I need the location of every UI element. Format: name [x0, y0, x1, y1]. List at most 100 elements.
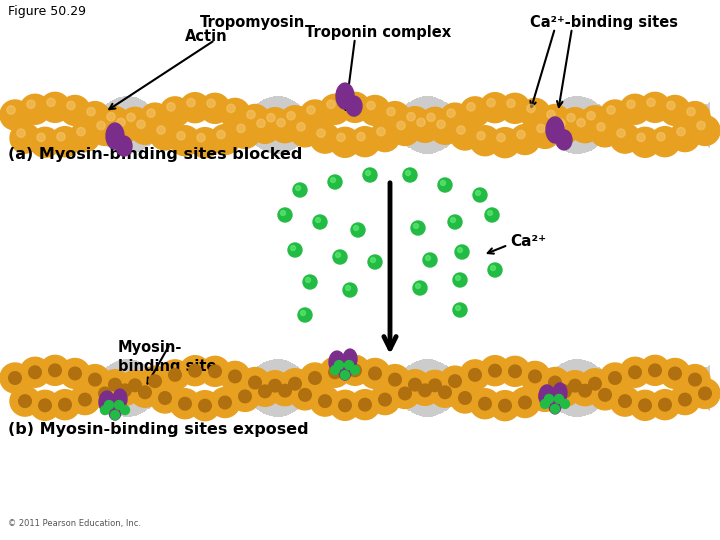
- Bar: [565, 362, 566, 376]
- Bar: [672, 396, 673, 410]
- Bar: [28, 369, 29, 383]
- Circle shape: [426, 255, 431, 260]
- Bar: [237, 383, 238, 397]
- Bar: [579, 96, 580, 110]
- Bar: [230, 109, 231, 123]
- Bar: [637, 399, 638, 413]
- Bar: [71, 396, 72, 410]
- Bar: [141, 363, 143, 377]
- Circle shape: [475, 191, 480, 195]
- Bar: [678, 392, 679, 406]
- Bar: [138, 98, 139, 112]
- Bar: [122, 360, 123, 374]
- Bar: [698, 389, 700, 403]
- Bar: [581, 140, 582, 154]
- Bar: [338, 137, 340, 151]
- Circle shape: [485, 208, 499, 222]
- Bar: [354, 140, 355, 154]
- Bar: [61, 98, 63, 112]
- Bar: [321, 124, 323, 138]
- Bar: [294, 397, 296, 411]
- Bar: [323, 110, 325, 124]
- Bar: [622, 111, 623, 125]
- Bar: [566, 98, 567, 112]
- Bar: [462, 379, 463, 393]
- Bar: [84, 124, 85, 138]
- Bar: [333, 396, 334, 410]
- Bar: [654, 403, 655, 417]
- Bar: [384, 376, 385, 390]
- Bar: [176, 107, 177, 122]
- Bar: [267, 138, 268, 152]
- Circle shape: [363, 168, 377, 182]
- Bar: [50, 359, 51, 373]
- Circle shape: [467, 103, 475, 111]
- Circle shape: [410, 375, 440, 406]
- Bar: [632, 133, 634, 147]
- Bar: [500, 96, 501, 110]
- Bar: [390, 381, 391, 395]
- Bar: [459, 123, 461, 137]
- Circle shape: [540, 105, 570, 134]
- Bar: [58, 97, 59, 111]
- Bar: [588, 138, 590, 152]
- Bar: [76, 370, 78, 383]
- Bar: [34, 134, 35, 148]
- Circle shape: [480, 93, 510, 123]
- Bar: [66, 136, 67, 150]
- Bar: [491, 98, 492, 112]
- Bar: [613, 117, 615, 131]
- Bar: [116, 98, 117, 112]
- Bar: [211, 98, 212, 112]
- Bar: [573, 403, 575, 417]
- Bar: [43, 98, 44, 112]
- Bar: [405, 394, 406, 408]
- Bar: [177, 130, 179, 144]
- Bar: [204, 140, 205, 154]
- Bar: [235, 114, 237, 129]
- Bar: [233, 112, 234, 126]
- Bar: [696, 112, 697, 126]
- Bar: [80, 110, 81, 124]
- Bar: [361, 402, 362, 415]
- Bar: [296, 396, 297, 410]
- Bar: [531, 125, 533, 139]
- Bar: [161, 378, 162, 392]
- Bar: [706, 395, 708, 409]
- Bar: [541, 120, 543, 134]
- Bar: [228, 128, 230, 141]
- Bar: [385, 385, 387, 399]
- Bar: [78, 109, 80, 123]
- Circle shape: [6, 106, 15, 114]
- Bar: [219, 102, 220, 116]
- Bar: [463, 380, 464, 394]
- Bar: [572, 139, 573, 153]
- Circle shape: [287, 112, 295, 120]
- Bar: [146, 366, 148, 380]
- Bar: [230, 372, 231, 386]
- Bar: [73, 104, 74, 118]
- Bar: [104, 368, 106, 382]
- Bar: [131, 96, 132, 110]
- Bar: [283, 360, 284, 374]
- Bar: [675, 106, 676, 120]
- Bar: [421, 360, 422, 374]
- Circle shape: [618, 395, 631, 408]
- Bar: [583, 402, 585, 416]
- Bar: [58, 402, 59, 416]
- Bar: [16, 117, 17, 130]
- Bar: [510, 97, 512, 111]
- Bar: [442, 363, 443, 377]
- Bar: [312, 120, 313, 134]
- Bar: [225, 105, 226, 119]
- Bar: [402, 130, 404, 144]
- Bar: [349, 140, 351, 154]
- Circle shape: [448, 215, 462, 229]
- Circle shape: [428, 379, 441, 392]
- Bar: [498, 403, 499, 417]
- Bar: [306, 125, 307, 139]
- Bar: [623, 373, 624, 387]
- Bar: [351, 403, 353, 417]
- Bar: [247, 374, 248, 388]
- Bar: [169, 376, 171, 390]
